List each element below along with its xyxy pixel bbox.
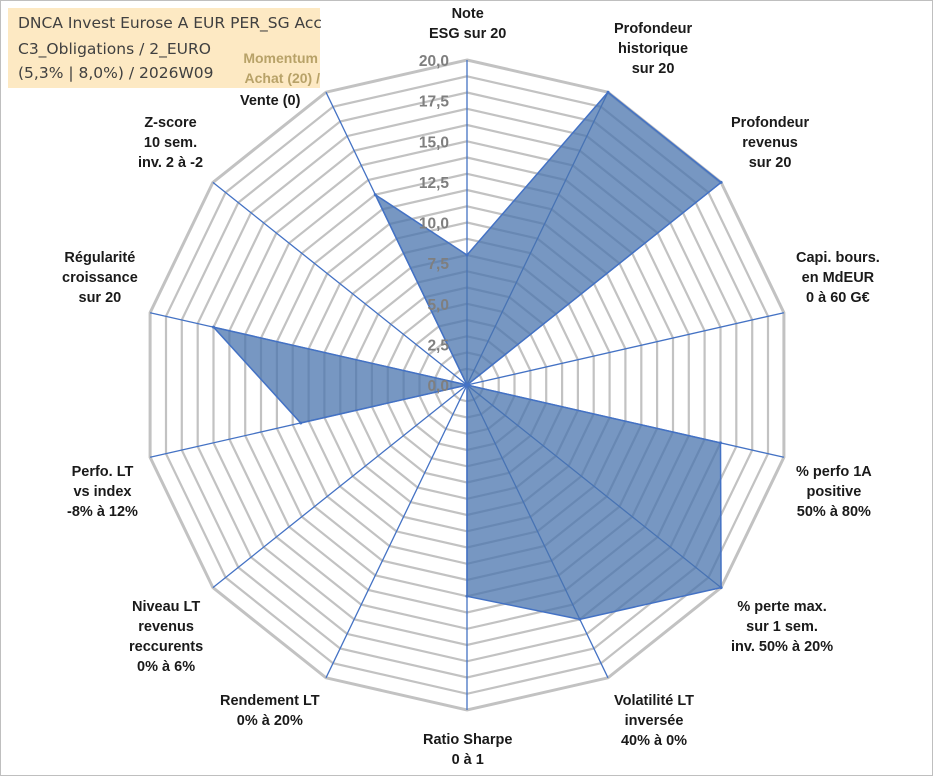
data-point <box>578 617 582 621</box>
axis-label-line: Régularité <box>64 250 136 266</box>
axis-label: Note ESG sur 20 <box>429 4 506 44</box>
tick-label: 15,0 <box>419 134 449 151</box>
fund-info-box: DNCA Invest Eurose A EUR PER_SG Acc C3_O… <box>8 8 322 88</box>
data-point <box>212 325 215 329</box>
axis-label-line: inversée <box>624 713 684 729</box>
axis-label-line: positive <box>806 484 862 500</box>
data-point <box>299 421 303 425</box>
momentum-title: Momentum <box>243 50 318 66</box>
axis-label: Profondeur revenus sur 20 <box>731 113 809 173</box>
axis-label-line: revenus <box>742 135 798 151</box>
axis-label-line: sur 20 <box>631 61 675 77</box>
axis-label-line: Capi. bours. <box>796 250 880 266</box>
tick-label: 2,5 <box>427 337 449 354</box>
axis-label: % perte max. sur 1 sem. inv. 50% à 20% <box>731 597 833 657</box>
axis-label-line: Profondeur <box>614 21 693 37</box>
axis-label-line: ESG sur 20 <box>429 26 507 42</box>
axis-label: Perfo. LT vs index -8% à 12% <box>67 462 138 522</box>
axis-label-line: Volatilité LT <box>614 693 695 709</box>
fund-stats: (5,3% | 8,0%) / 2026W09 <box>18 64 214 82</box>
axis-label-line: sur 1 sem. <box>746 619 818 635</box>
axis-spoke <box>212 384 468 589</box>
axis-label-line: sur 20 <box>748 155 792 171</box>
axis-label-line: revenus <box>138 619 194 635</box>
axis-label-line: -8% à 12% <box>67 504 138 520</box>
axis-label: Rendement LT 0% à 20% <box>220 691 320 731</box>
series-area <box>211 91 723 621</box>
axis-spoke <box>325 384 468 679</box>
axis-label: Ratio Sharpe 0 à 1 <box>423 730 512 770</box>
axis-label: Niveau LT revenus reccurents 0% à 6% <box>129 597 203 677</box>
axis-label-line: % perfo 1A <box>796 464 872 480</box>
axis-label-line: % perte max. <box>737 599 827 615</box>
momentum-buy: Achat (20) / <box>244 70 320 86</box>
axis-label-line: 10 sem. <box>143 135 198 151</box>
tick-label: 17,5 <box>419 94 450 111</box>
axis-label: % perfo 1A positive 50% à 80% <box>796 462 872 522</box>
axis-label-line: reccurents <box>129 639 204 655</box>
fund-name: DNCA Invest Eurose A EUR PER_SG Acc <box>18 14 322 32</box>
axis-label-line: Z-score <box>144 115 197 131</box>
tick-label: 5,0 <box>427 297 449 314</box>
axis-label-line: inv. 50% à 20% <box>731 639 834 655</box>
axis-label-line: croissance <box>62 270 138 286</box>
fund-category: C3_Obligations / 2_EURO <box>18 40 211 58</box>
axis-label-line: Rendement LT <box>220 693 320 709</box>
data-point <box>373 193 377 197</box>
axis-label-line: 0% à 20% <box>236 713 303 729</box>
axis-label: Volatilité LT inversée 40% à 0% <box>614 691 694 751</box>
data-point <box>465 383 469 387</box>
axis-label-line: Note <box>451 6 484 22</box>
tick-label: 0,0 <box>427 378 449 395</box>
axis-label-line: Ratio Sharpe <box>423 732 513 748</box>
axis-label-line: Vente (0) <box>240 93 301 109</box>
axis-label: Capi. bours. en MdEUR 0 à 60 G€ <box>796 248 880 308</box>
axis-label-line: Profondeur <box>731 115 810 131</box>
axis-label: Z-score 10 sem. inv. 2 à -2 <box>138 113 203 173</box>
axis-label-line: vs index <box>73 484 132 500</box>
data-point <box>606 90 610 94</box>
axis-label-line: 50% à 80% <box>796 504 871 520</box>
axis-spoke <box>466 312 785 386</box>
axis-spoke <box>212 181 468 386</box>
data-point <box>719 180 723 184</box>
axis-label-line: sur 20 <box>78 290 122 306</box>
tick-label: 12,5 <box>419 175 450 192</box>
tick-label: 10,0 <box>419 216 449 233</box>
tick-label: 7,5 <box>427 256 449 273</box>
axis-label: Profondeur historique sur 20 <box>614 19 692 79</box>
axis-label: Vente (0) <box>240 91 300 111</box>
axis-label-line: Perfo. LT <box>71 464 134 480</box>
axis-label-line: historique <box>618 41 689 57</box>
axis-label-line: Niveau LT <box>131 599 201 615</box>
axis-label-line: 0 à 60 G€ <box>806 290 870 306</box>
axis-label-line: 40% à 0% <box>620 733 688 749</box>
axis-label: Régularité croissance sur 20 <box>62 248 138 308</box>
data-point <box>719 441 722 445</box>
axis-label-line: 0 à 1 <box>451 752 484 768</box>
tick-label: 20,0 <box>419 53 449 70</box>
data-point <box>465 253 469 257</box>
axis-label-line: en MdEUR <box>801 270 875 286</box>
axis-label-line: 0% à 6% <box>137 659 196 675</box>
data-point <box>719 586 723 590</box>
axis-label-line: inv. 2 à -2 <box>138 155 204 171</box>
data-point <box>465 594 469 598</box>
